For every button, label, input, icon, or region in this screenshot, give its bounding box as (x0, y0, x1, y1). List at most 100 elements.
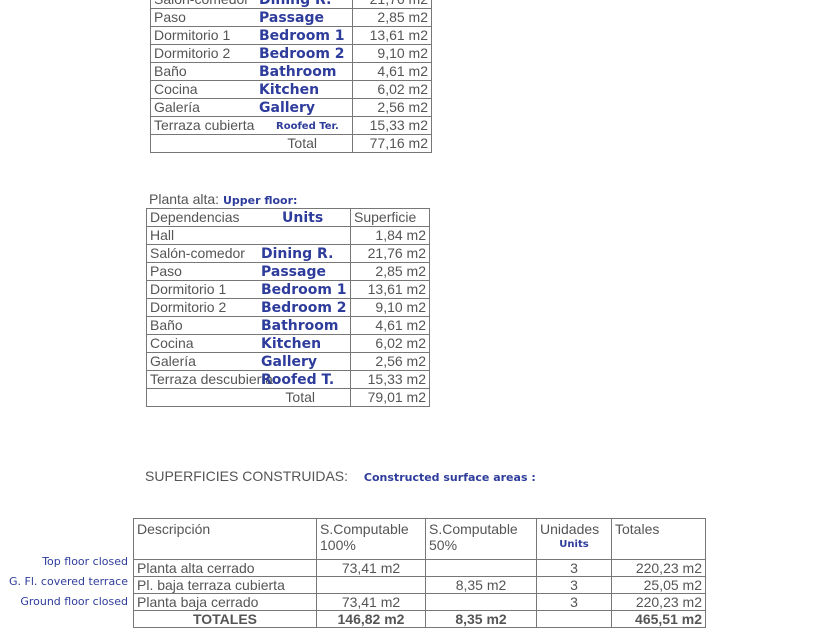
room-name-en: Bedroom 2 (261, 300, 347, 316)
totals-c50: 8,35 m2 (425, 610, 537, 628)
row-computable-100 (316, 576, 426, 594)
room-name-en: Bathroom (259, 64, 337, 80)
room-name: Dormitorio 1 Bedroom 1 (146, 280, 351, 299)
row-units: 3 (536, 593, 612, 611)
totals-c100: 146,82 m2 (316, 610, 426, 628)
room-name: Baño Bathroom (146, 316, 351, 335)
room-name-es: Dormitorio 2 (154, 45, 231, 61)
totals-units (536, 610, 612, 628)
total-value: 79,01 m2 (350, 388, 430, 407)
row-computable-100: 73,41 m2 (316, 559, 426, 577)
table-row: Salón-comedor Dining R. 21,76 m2 (146, 244, 430, 263)
table-row: Galería Gallery 2,56 m2 (146, 352, 430, 371)
table-row: Paso Passage 2,85 m2 (146, 262, 430, 281)
room-name: Paso Passage (146, 262, 351, 281)
room-area: 15,33 m2 (350, 370, 430, 389)
room-name-es: Terraza descubierta (150, 371, 273, 387)
room-name: Cocina Kitchen (146, 334, 351, 353)
room-name: Salón-comedor Dining R. (146, 244, 351, 263)
table-header-row: Descripción S.Computable 100% S.Computab… (133, 518, 706, 560)
room-area: 13,61 m2 (350, 280, 430, 299)
room-name: Baño Bathroom (150, 62, 353, 81)
room-name-es: Cocina (154, 81, 198, 97)
room-name-en: Bedroom 1 (261, 282, 347, 298)
room-name-es: Salón-comedor (154, 0, 249, 7)
room-name-es: Dormitorio 1 (150, 281, 227, 297)
room-name: Galería Gallery (146, 352, 351, 371)
row-computable-50 (425, 559, 537, 577)
table-row: Hall 1,84 m2 (146, 226, 430, 245)
totals-total: 465,51 m2 (611, 610, 706, 628)
row-computable-100: 73,41 m2 (316, 593, 426, 611)
row-computable-50 (425, 593, 537, 611)
room-name: Dormitorio 2 Bedroom 2 (146, 298, 351, 317)
constructed-title: SUPERFICIES CONSTRUIDAS: Constructed sur… (145, 468, 536, 484)
header-units: Dependencias Units (146, 208, 351, 227)
room-name: Terraza descubierta Roofed T. (146, 370, 351, 389)
room-area: 2,85 m2 (350, 262, 430, 281)
table-header-row: Dependencias Units Superficie (146, 208, 430, 227)
ground-floor-table: Salón-comedor Dining R. 21,76 m2 Paso Passag… (150, 0, 432, 153)
room-name-en: Bedroom 2 (259, 46, 345, 62)
room-area: 2,85 m2 (352, 8, 432, 27)
header-es: Dependencias (150, 209, 240, 225)
header-computable-100: S.Computable 100% (316, 518, 426, 560)
header-units: Unidades Units (536, 518, 612, 560)
room-area: 9,10 m2 (350, 298, 430, 317)
table-row: Cocina Kitchen 6,02 m2 (146, 334, 430, 353)
row-description: Pl. baja terraza cubierta (133, 576, 317, 594)
room-area: 6,02 m2 (350, 334, 430, 353)
room-area: 9,10 m2 (352, 44, 432, 63)
room-area: 13,61 m2 (352, 26, 432, 45)
room-name-en: Dining R. (261, 246, 334, 262)
total-label: Total (146, 388, 351, 407)
room-name-es: Hall (150, 227, 175, 243)
room-name: Paso Passage (150, 8, 353, 27)
room-name-en: Roofed T. (261, 372, 335, 388)
row-side-label: Ground floor closed (20, 595, 128, 608)
row-description: Planta alta cerrado (133, 559, 317, 577)
table-row: Galería Gallery 2,56 m2 (150, 98, 432, 117)
row-computable-50: 8,35 m2 (425, 576, 537, 594)
total-label: Total (150, 134, 353, 153)
room-name-en: Passage (261, 264, 326, 280)
table-row: Dormitorio 1 Bedroom 1 13,61 m2 (150, 26, 432, 45)
upper-floor-title: Planta alta: Upper floor: (149, 191, 298, 207)
header-description: Descripción (133, 518, 317, 560)
room-area: 6,02 m2 (352, 80, 432, 99)
table-row: Planta alta cerrado 73,41 m2 3 220,23 m2 (133, 559, 706, 577)
total-row: Total 79,01 m2 (146, 388, 430, 407)
row-total: 220,23 m2 (611, 593, 706, 611)
room-name-en: Gallery (259, 100, 316, 116)
table-row: Baño Bathroom 4,61 m2 (150, 62, 432, 81)
room-name-es: Dormitorio 2 (150, 299, 227, 315)
room-area: 21,76 m2 (352, 0, 432, 9)
header-en: Units (282, 210, 324, 226)
room-name-es: Paso (154, 9, 186, 25)
room-name-en: Bedroom 1 (259, 28, 345, 44)
constructed-areas-table: Descripción S.Computable 100% S.Computab… (133, 518, 706, 628)
room-area: 2,56 m2 (352, 98, 432, 117)
room-name-es: Baño (150, 317, 183, 333)
header-computable-50: S.Computable 50% (425, 518, 537, 560)
room-name: Dormitorio 2 Bedroom 2 (150, 44, 353, 63)
row-description: Planta baja cerrado (133, 593, 317, 611)
room-area: 4,61 m2 (350, 316, 430, 335)
room-name-es: Baño (154, 63, 187, 79)
room-name: Cocina Kitchen (150, 80, 353, 99)
room-name-es: Salón-comedor (150, 245, 245, 261)
table-row: Baño Bathroom 4,61 m2 (146, 316, 430, 335)
room-name-en: Kitchen (261, 336, 322, 352)
room-name-es: Galería (154, 99, 200, 115)
room-name-en: Kitchen (259, 82, 320, 98)
header-area: Superficie (350, 208, 430, 227)
room-name-es: Dormitorio 1 (154, 27, 231, 43)
room-area: 21,76 m2 (350, 244, 430, 263)
room-name-es: Paso (150, 263, 182, 279)
row-units: 3 (536, 576, 612, 594)
room-area: 15,33 m2 (352, 116, 432, 135)
upper-floor-table: Dependencias Units Superficie Hall 1,84 m2 Sa… (146, 208, 430, 407)
room-name: Salón-comedor Dining R. (150, 0, 353, 9)
table-row: Planta baja cerrado 73,41 m2 3 220,23 m2 (133, 593, 706, 611)
row-units: 3 (536, 559, 612, 577)
